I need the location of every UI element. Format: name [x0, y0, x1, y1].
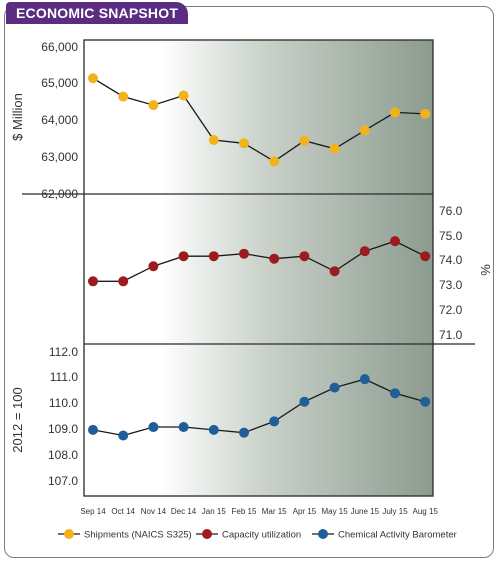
panel-2-ytick: 74.0: [439, 253, 463, 267]
panel-2-background: [84, 194, 433, 344]
capacity-point-june-15: [359, 246, 370, 257]
shipments-point-mar-15: [269, 156, 280, 167]
cab-point-may-15: [329, 382, 340, 393]
panel-2-ytick: 73.0: [439, 278, 463, 292]
panel-3-ytick: 107.0: [48, 474, 78, 488]
cab-point-aug-15: [420, 396, 431, 407]
legend-capacity-marker: [202, 529, 212, 539]
capacity-point-dec-14: [178, 251, 189, 262]
xtick-label: May 15: [321, 507, 348, 516]
plot-border: [83, 39, 434, 497]
cab-point-dec-14: [178, 422, 189, 433]
cab-point-july-15: [390, 388, 400, 399]
legend-cab-label: Chemical Activity Barometer: [338, 530, 457, 541]
xtick-label: Mar 15: [262, 507, 287, 516]
capacity-point-jan-15: [208, 251, 219, 262]
xtick-label: July 15: [382, 507, 408, 516]
legend-capacity-label: Capacity utilization: [222, 530, 301, 541]
cab-point-nov-14: [148, 422, 159, 433]
xtick-label: Sep 14: [80, 507, 106, 516]
legend-shipments-label: Shipments (NAICS S325): [84, 530, 192, 541]
shipments-point-dec-14: [178, 90, 189, 101]
capacity-point-apr-15: [299, 251, 310, 262]
xtick-label: Aug 15: [413, 507, 439, 516]
xtick-label: Oct 14: [111, 507, 135, 516]
cab-point-oct-14: [118, 430, 129, 441]
cab-point-feb-15: [239, 427, 249, 438]
capacity-point-feb-15: [239, 248, 249, 259]
xtick-label: Apr 15: [293, 507, 317, 516]
capacity-line: [93, 240, 426, 282]
panel-1-ytick: 64,000: [41, 113, 78, 127]
shipments-point-feb-15: [239, 138, 249, 149]
shipments-line: [92, 77, 426, 163]
panel-2-ytick: 71.0: [439, 328, 463, 342]
xtick-label: Nov 14: [141, 507, 167, 516]
panel-3-ytick: 111.0: [50, 370, 79, 384]
cab-point-apr-15: [299, 396, 310, 407]
panel-3-ytick: 112.0: [49, 345, 78, 359]
shipments-point-june-15: [359, 125, 370, 136]
panel-1-ytick: 65,000: [41, 76, 78, 90]
shipments-point-may-15: [329, 143, 340, 154]
xtick-label: Dec 14: [171, 507, 197, 516]
panel-1-background: [84, 40, 433, 194]
panel-1-ytick: 63,000: [41, 150, 78, 164]
legend-shipments-marker: [64, 529, 74, 539]
shipments-point-july-15: [390, 107, 400, 118]
capacity-point-mar-15: [269, 253, 280, 264]
capacity-point-aug-15: [420, 251, 431, 262]
capacity-point-oct-14: [118, 276, 129, 287]
xtick-label: June 15: [351, 507, 380, 516]
shipments-point-apr-15: [299, 135, 310, 146]
panel-3-ytick: 108.0: [48, 448, 78, 462]
capacity-point-may-15: [329, 266, 340, 277]
panel-3-ytick: 110.0: [49, 396, 78, 410]
cab-point-sep-14: [88, 424, 98, 435]
capacity-point-nov-14: [148, 261, 159, 272]
shipments-point-aug-15: [420, 108, 431, 119]
panel-1-ytick: 62,000: [41, 187, 78, 201]
capacity-point-sep-14: [88, 276, 98, 287]
panel-2-ytick: 75.0: [439, 229, 463, 243]
legend-cab-marker: [318, 529, 328, 539]
panel-3-ytick: 109.0: [48, 422, 78, 436]
panel-1-ylabel: $ Million: [10, 93, 25, 141]
xtick-label: Feb 15: [232, 507, 257, 516]
panel-3-background: [84, 344, 433, 496]
panel-1-ytick: 66,000: [41, 40, 78, 54]
xtick-label: Jan 15: [202, 507, 227, 516]
panel-2-ytick: 76.0: [439, 204, 463, 218]
cab-point-mar-15: [269, 416, 280, 427]
panel-2-ytick: 72.0: [439, 303, 463, 317]
shipments-point-sep-14: [88, 73, 98, 84]
cab-line: [92, 378, 426, 437]
shipments-point-nov-14: [148, 100, 159, 111]
cab-point-jan-15: [208, 424, 219, 435]
capacity-point-july-15: [390, 236, 400, 247]
panel-2-ylabel: %: [478, 264, 493, 276]
page-title: ECONOMIC SNAPSHOT: [6, 2, 189, 24]
cab-point-june-15: [359, 374, 370, 385]
shipments-point-oct-14: [118, 91, 129, 102]
panel-3-ylabel: 2012 = 100: [10, 387, 25, 452]
shipments-point-jan-15: [208, 134, 219, 145]
